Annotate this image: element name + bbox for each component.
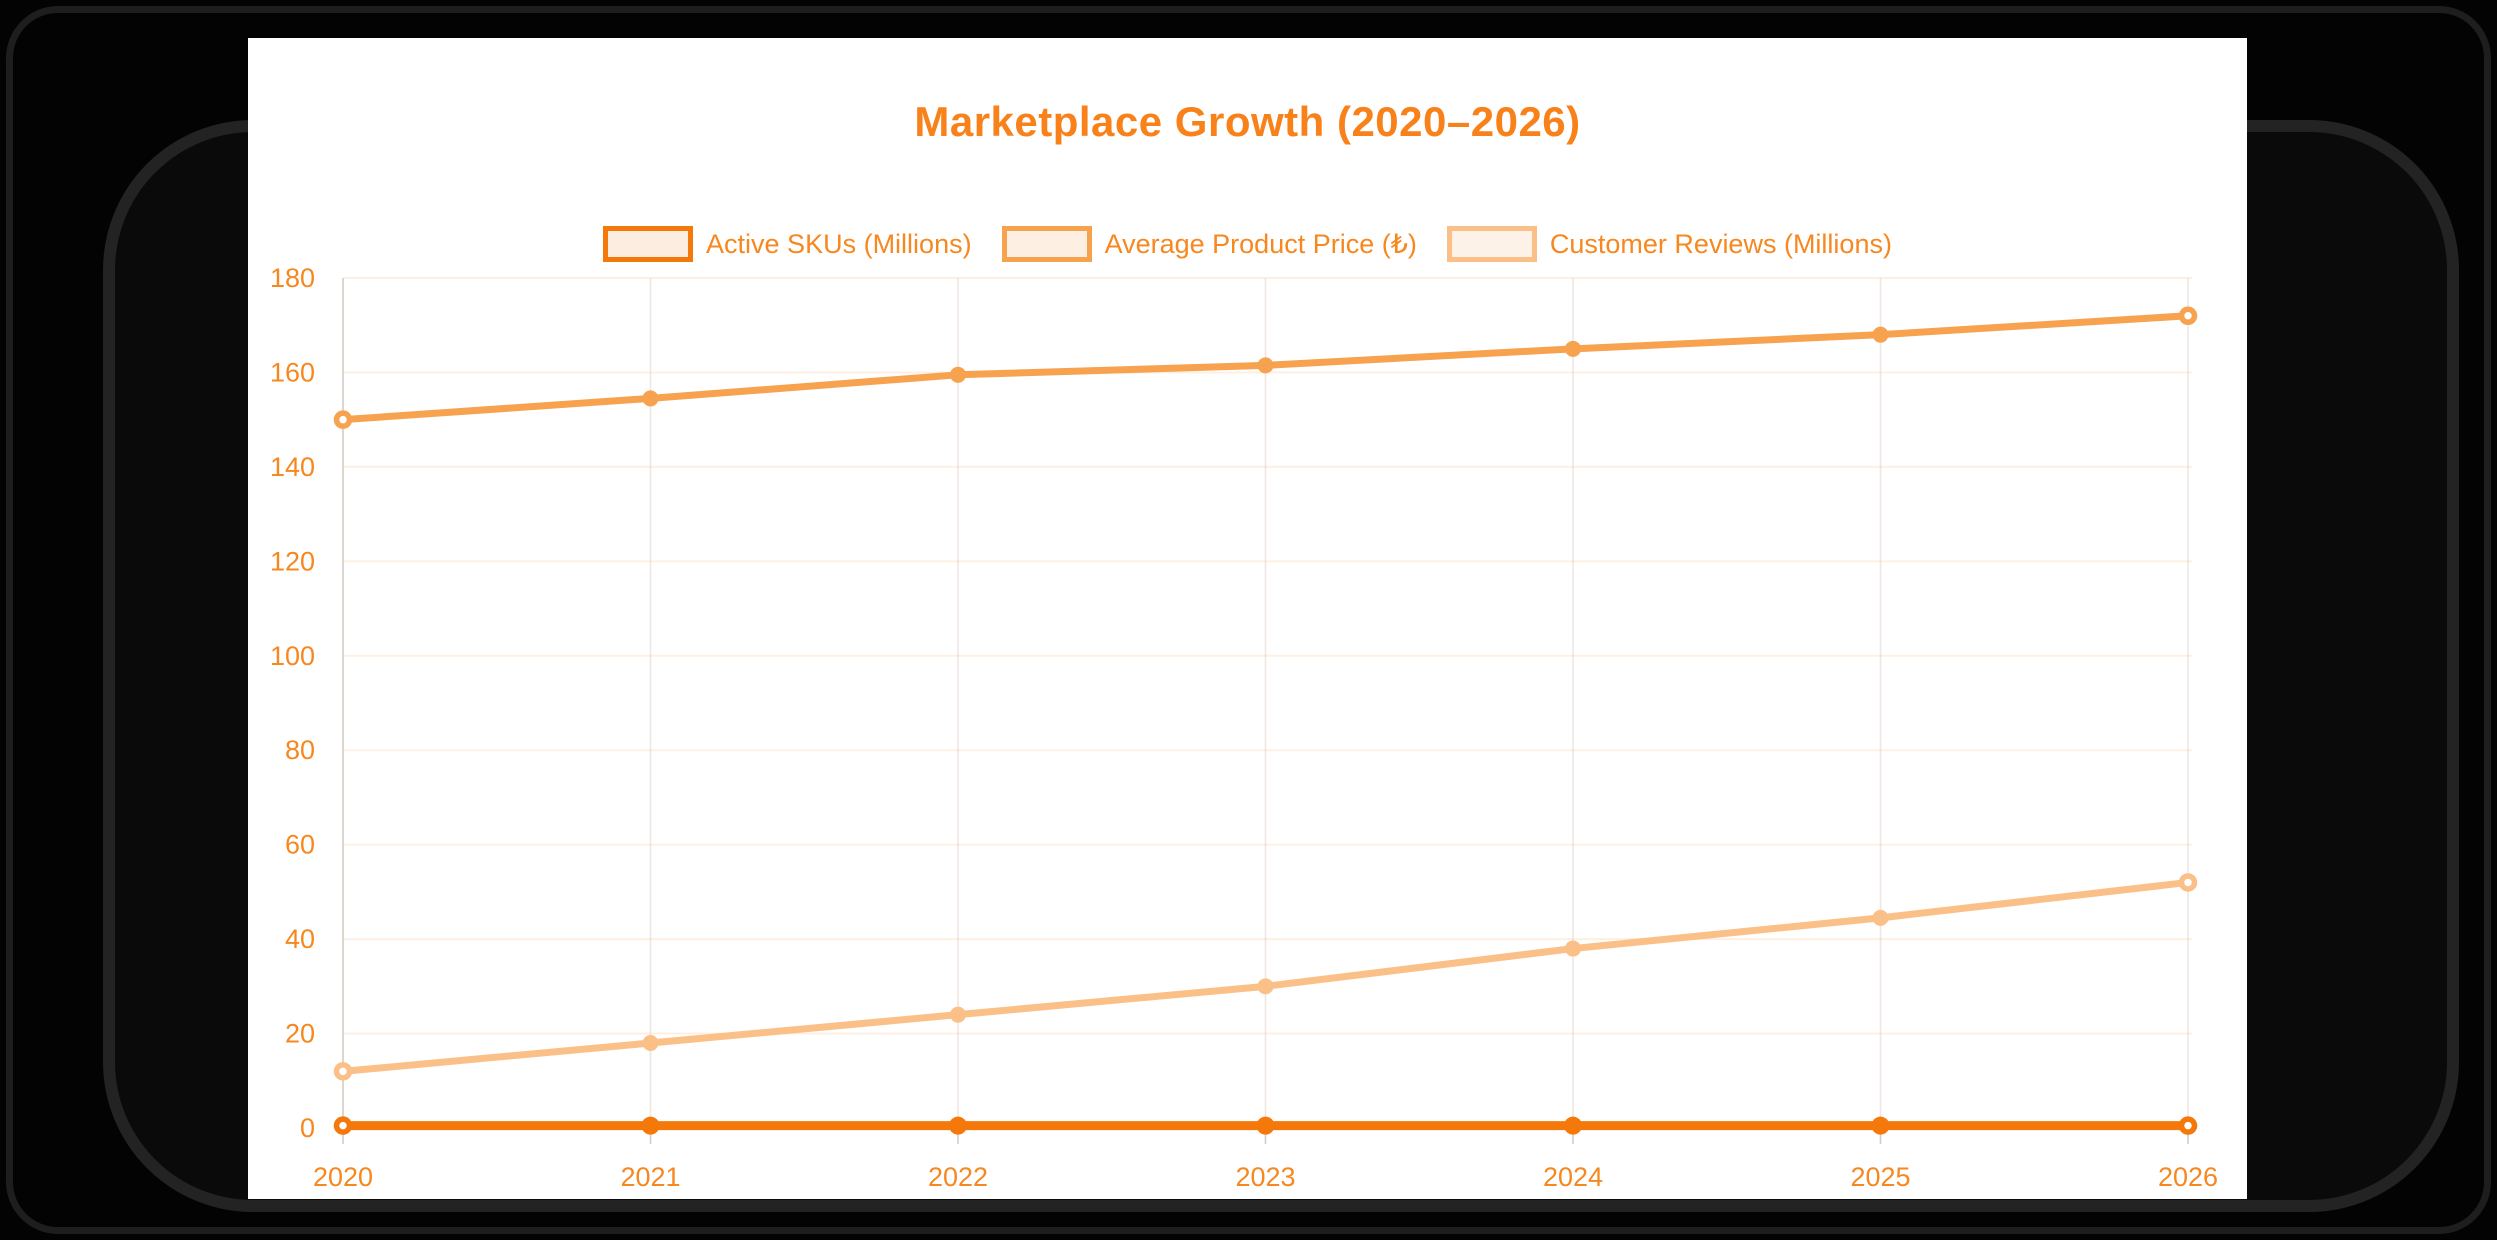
x-axis-tick-label: 2026 bbox=[2158, 1162, 2218, 1192]
data-point-average-product-price-2026[interactable] bbox=[2178, 306, 2198, 326]
chart-title: Marketplace Growth (2020–2026) bbox=[914, 98, 1581, 145]
chart-card: Marketplace Growth (2020–2026) Active SK… bbox=[248, 38, 2247, 1199]
data-point-customer-reviews-millions-2025[interactable] bbox=[1872, 909, 1889, 926]
data-point-average-product-price-2024[interactable] bbox=[1565, 340, 1581, 357]
data-point-average-product-price-2022[interactable] bbox=[950, 366, 966, 383]
data-point-average-product-price-2021[interactable] bbox=[642, 390, 659, 407]
y-axis-tick-label: 80 bbox=[285, 735, 315, 765]
legend-item-active-skus-millions[interactable]: Active SKUs (Millions) bbox=[603, 226, 972, 262]
data-point-customer-reviews-millions-2024[interactable] bbox=[1565, 940, 1581, 957]
y-axis-tick-label: 0 bbox=[300, 1113, 315, 1143]
y-axis-tick-label: 40 bbox=[285, 924, 315, 954]
legend-swatch bbox=[603, 226, 694, 262]
legend-swatch bbox=[1446, 226, 1537, 262]
data-point-active-skus-millions-2024[interactable] bbox=[1564, 1116, 1582, 1135]
data-point-active-skus-millions-2021[interactable] bbox=[641, 1116, 660, 1135]
x-axis-tick-label: 2023 bbox=[1235, 1162, 1295, 1192]
data-point-active-skus-millions-2025[interactable] bbox=[1871, 1116, 1890, 1135]
data-point-customer-reviews-millions-2021[interactable] bbox=[642, 1035, 659, 1051]
y-axis-tick-label: 120 bbox=[270, 546, 315, 576]
y-axis-tick-label: 20 bbox=[285, 1019, 315, 1049]
data-point-active-skus-millions-2020[interactable] bbox=[333, 1116, 353, 1135]
legend-label: Customer Reviews (Millions) bbox=[1549, 228, 1892, 259]
data-point-active-skus-millions-2022[interactable] bbox=[949, 1116, 967, 1135]
legend-label: Average Product Price (₺) bbox=[1104, 228, 1417, 259]
x-axis-tick-label: 2024 bbox=[1543, 1162, 1603, 1192]
y-axis-tick-label: 60 bbox=[285, 830, 315, 860]
data-point-customer-reviews-millions-2023[interactable] bbox=[1257, 978, 1274, 995]
y-axis-tick-label: 100 bbox=[270, 641, 315, 671]
data-point-average-product-price-2020[interactable] bbox=[333, 410, 353, 429]
x-axis-tick-label: 2021 bbox=[620, 1162, 680, 1192]
y-axis-tick-label: 160 bbox=[270, 357, 315, 387]
data-point-customer-reviews-millions-2022[interactable] bbox=[950, 1006, 966, 1023]
legend-swatch bbox=[1001, 226, 1092, 262]
x-axis-tick-label: 2025 bbox=[1850, 1162, 1910, 1192]
chart-legend: Active SKUs (Millions) Average Product Pr… bbox=[248, 226, 2247, 262]
data-point-customer-reviews-millions-2020[interactable] bbox=[333, 1062, 353, 1081]
x-axis-tick-label: 2022 bbox=[928, 1162, 988, 1192]
data-point-active-skus-millions-2023[interactable] bbox=[1256, 1116, 1275, 1135]
legend-item-customer-reviews-millions[interactable]: Customer Reviews (Millions) bbox=[1446, 226, 1892, 262]
data-point-average-product-price-2023[interactable] bbox=[1257, 357, 1274, 374]
legend-item-average-product-price[interactable]: Average Product Price (₺) bbox=[1001, 226, 1417, 262]
data-point-customer-reviews-millions-2026[interactable] bbox=[2178, 873, 2198, 892]
x-axis-tick-label: 2020 bbox=[313, 1162, 373, 1192]
legend-label: Active SKUs (Millions) bbox=[706, 228, 972, 259]
data-point-active-skus-millions-2026[interactable] bbox=[2178, 1116, 2198, 1135]
y-axis-tick-label: 140 bbox=[270, 452, 315, 482]
y-axis-tick-label: 180 bbox=[270, 263, 315, 293]
data-point-average-product-price-2025[interactable] bbox=[1872, 326, 1889, 343]
